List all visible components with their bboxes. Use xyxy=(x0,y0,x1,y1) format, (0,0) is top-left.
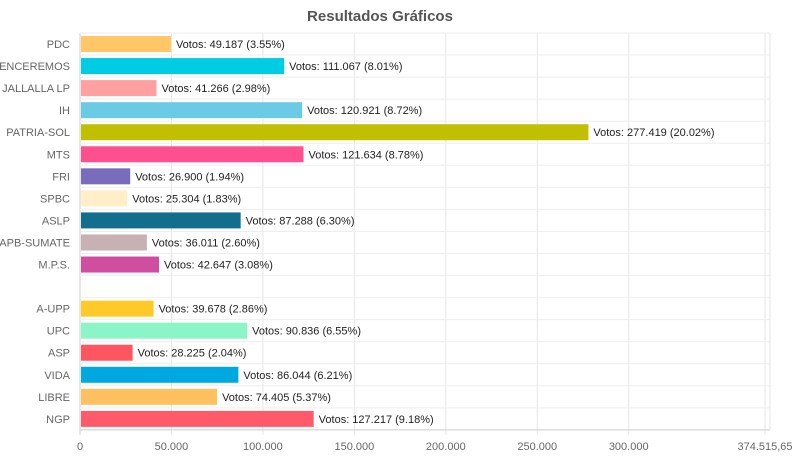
bar[interactable] xyxy=(81,300,154,317)
bar[interactable] xyxy=(81,168,131,185)
x-tick-label: 50.000 xyxy=(155,441,189,453)
category-label: VIDA xyxy=(44,370,70,382)
bar[interactable] xyxy=(81,58,285,75)
bar-data-label: Votos: 26.900 (1.94%) xyxy=(135,171,244,183)
x-tick-label: 374.515,65 xyxy=(737,441,792,453)
bar-data-label: Votos: 49.187 (3.55%) xyxy=(176,39,285,51)
bar[interactable] xyxy=(81,410,314,427)
bar[interactable] xyxy=(81,102,303,119)
bar[interactable] xyxy=(81,190,128,207)
category-label: MTS xyxy=(47,149,70,161)
bar-data-label: Votos: 25.304 (1.83%) xyxy=(132,193,241,205)
bar[interactable] xyxy=(81,322,248,339)
bar-data-label: Votos: 28.225 (2.04%) xyxy=(138,348,247,360)
bar-data-label: Votos: 127.217 (9.18%) xyxy=(319,414,434,426)
bar-data-label: Votos: 74.405 (5.37%) xyxy=(222,392,331,404)
category-label: APB-SUMATE xyxy=(0,237,70,249)
category-label: LIBRE xyxy=(38,392,70,404)
bar[interactable] xyxy=(81,146,304,163)
bar-data-label: Votos: 277.419 (20.02%) xyxy=(593,127,714,139)
category-label: A-UPP xyxy=(36,304,70,316)
bar-data-label: Votos: 39.678 (2.86%) xyxy=(159,304,268,316)
category-label: IH xyxy=(59,105,70,117)
bar[interactable] xyxy=(81,344,133,361)
bars: PDC Votos: 49.187 (3.55%) VENCEREMOS Votos:… xyxy=(0,36,715,427)
bar[interactable] xyxy=(81,388,218,405)
category-label: NGP xyxy=(46,414,70,426)
chart-title: Resultados Gráficos xyxy=(307,8,453,25)
bar-data-label: Votos: 90.836 (6.55%) xyxy=(252,326,361,338)
bar-data-label: Votos: 41.266 (2.98%) xyxy=(161,83,270,95)
bar-data-label: Votos: 36.011 (2.60%) xyxy=(152,237,260,249)
bar[interactable] xyxy=(81,234,147,251)
bar-data-label: Votos: 111.067 (8.01%) xyxy=(289,61,402,73)
x-tick-label: 200.000 xyxy=(426,441,466,453)
x-tick-label: 100.000 xyxy=(243,441,283,453)
category-label: ASP xyxy=(48,348,70,360)
bar-data-label: Votos: 42.647 (3.08%) xyxy=(164,260,273,272)
bar[interactable] xyxy=(81,256,160,273)
bar[interactable] xyxy=(81,212,241,229)
category-label: PATRIA-SOL xyxy=(6,127,70,139)
bar-data-label: Votos: 87.288 (6.30%) xyxy=(246,215,355,227)
bar-data-label: Votos: 120.921 (8.72%) xyxy=(307,105,422,117)
x-axis: 0 50.000 100.000 150.000 200.000 250.000 300.0… xyxy=(77,441,793,453)
bar-data-label: Votos: 86.044 (6.21%) xyxy=(243,370,352,382)
bar[interactable] xyxy=(81,366,239,383)
category-label: ASLP xyxy=(42,215,70,227)
bar[interactable] xyxy=(81,124,589,141)
x-tick-label: 250.000 xyxy=(517,441,557,453)
category-label: PDC xyxy=(47,39,70,51)
x-tick-label: 150.000 xyxy=(334,441,374,453)
category-label: VENCEREMOS xyxy=(0,61,70,73)
bar[interactable] xyxy=(81,80,157,97)
category-label: FRI xyxy=(52,171,70,183)
x-tick-label: 0 xyxy=(77,441,83,453)
bar[interactable] xyxy=(81,36,171,53)
x-tick-label: 300.000 xyxy=(609,441,649,453)
category-label: JALLALLA LP xyxy=(2,83,70,95)
category-label: SPBC xyxy=(40,193,70,205)
bar-data-label: Votos: 121.634 (8.78%) xyxy=(308,149,423,161)
category-label: M.P.S. xyxy=(38,260,70,272)
grid-lines xyxy=(79,32,771,435)
category-label: UPC xyxy=(47,326,70,338)
